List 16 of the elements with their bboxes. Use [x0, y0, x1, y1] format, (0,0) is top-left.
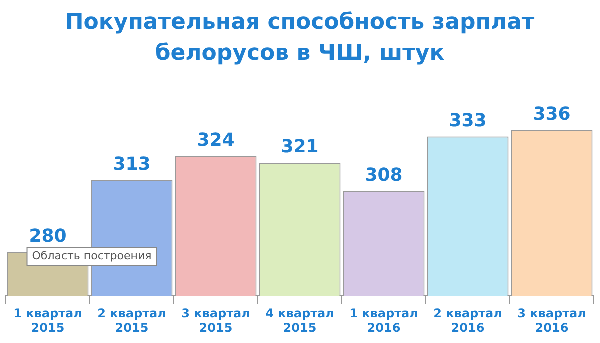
x-tick-label: 2 квартал 2016	[434, 306, 502, 335]
annotation: Область построения	[32, 249, 152, 262]
x-tick-label: 3 квартал 2015	[182, 306, 250, 335]
data-label: 333	[449, 110, 487, 132]
chart-title: Покупательная способность зарплат белорусов в ЧШ, штук	[65, 10, 535, 66]
data-label: 336	[533, 104, 571, 125]
data-label: 313	[113, 154, 151, 176]
data-label: 308	[365, 165, 403, 186]
data-label: 321	[281, 136, 319, 158]
data-label: 280	[29, 226, 67, 248]
x-tick-label: 2 квартал 2015	[98, 306, 166, 335]
x-tick-label: 4 квартал 2015	[266, 306, 334, 335]
x-tick-label: 1 квартал 2015	[14, 306, 82, 335]
x-tick-label: 3 квартал 2016	[518, 306, 586, 335]
data-label: 324	[197, 130, 235, 152]
x-tick-label: 1 квартал 2016	[350, 306, 418, 335]
